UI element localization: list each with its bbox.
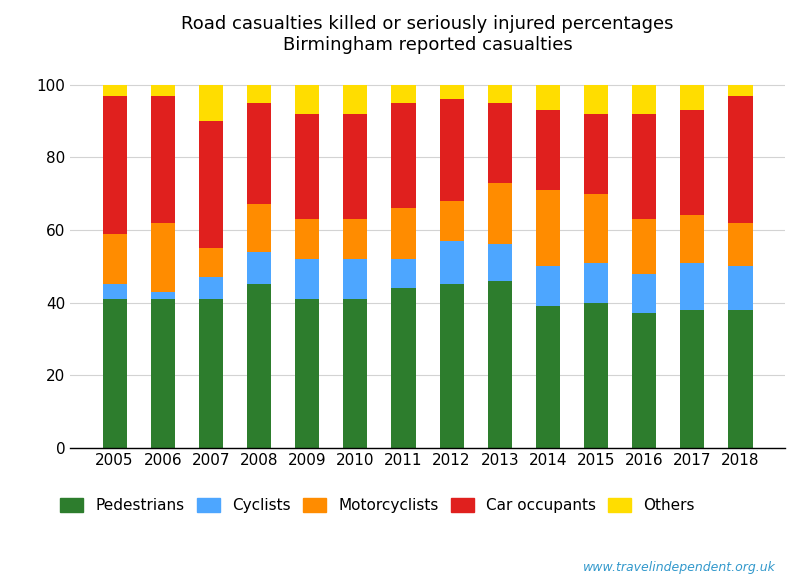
Bar: [584, 85, 608, 114]
Bar: [488, 103, 512, 183]
Bar: [439, 284, 464, 448]
Bar: [536, 266, 560, 306]
Bar: [680, 215, 704, 263]
Bar: [439, 241, 464, 284]
Bar: [584, 194, 608, 263]
Text: www.travelindependent.org.uk: www.travelindependent.org.uk: [583, 561, 776, 574]
Bar: [295, 114, 319, 219]
Bar: [343, 299, 367, 448]
Bar: [391, 85, 415, 103]
Bar: [488, 183, 512, 244]
Bar: [199, 121, 223, 248]
Bar: [343, 85, 367, 114]
Bar: [150, 85, 174, 96]
Bar: [488, 281, 512, 448]
Title: Road casualties killed or seriously injured percentages
Birmingham reported casu: Road casualties killed or seriously inju…: [182, 15, 674, 54]
Bar: [536, 190, 560, 266]
Bar: [102, 96, 126, 234]
Bar: [295, 219, 319, 259]
Bar: [102, 299, 126, 448]
Bar: [247, 85, 271, 103]
Bar: [343, 114, 367, 219]
Bar: [199, 248, 223, 277]
Bar: [632, 85, 656, 114]
Bar: [584, 114, 608, 194]
Bar: [632, 313, 656, 448]
Bar: [536, 85, 560, 110]
Bar: [295, 85, 319, 114]
Bar: [102, 234, 126, 284]
Bar: [391, 208, 415, 259]
Legend: Pedestrians, Cyclists, Motorcyclists, Car occupants, Others: Pedestrians, Cyclists, Motorcyclists, Ca…: [56, 494, 699, 518]
Bar: [199, 85, 223, 121]
Bar: [729, 85, 753, 96]
Bar: [632, 219, 656, 274]
Bar: [391, 259, 415, 288]
Bar: [680, 310, 704, 448]
Bar: [439, 85, 464, 99]
Bar: [199, 277, 223, 299]
Bar: [247, 205, 271, 252]
Bar: [584, 303, 608, 448]
Bar: [536, 306, 560, 448]
Bar: [150, 292, 174, 299]
Bar: [391, 103, 415, 208]
Bar: [536, 110, 560, 190]
Bar: [584, 263, 608, 303]
Bar: [488, 85, 512, 103]
Bar: [439, 99, 464, 201]
Bar: [632, 114, 656, 219]
Bar: [729, 310, 753, 448]
Bar: [150, 96, 174, 223]
Bar: [102, 85, 126, 96]
Bar: [729, 266, 753, 310]
Bar: [680, 110, 704, 215]
Bar: [391, 288, 415, 448]
Bar: [343, 259, 367, 299]
Bar: [199, 299, 223, 448]
Bar: [295, 299, 319, 448]
Bar: [729, 223, 753, 266]
Bar: [680, 85, 704, 110]
Bar: [150, 299, 174, 448]
Bar: [729, 96, 753, 223]
Bar: [247, 103, 271, 205]
Bar: [632, 274, 656, 313]
Bar: [295, 259, 319, 299]
Bar: [247, 252, 271, 284]
Bar: [680, 263, 704, 310]
Bar: [439, 201, 464, 241]
Bar: [102, 284, 126, 299]
Bar: [343, 219, 367, 259]
Bar: [488, 244, 512, 281]
Bar: [247, 284, 271, 448]
Bar: [150, 223, 174, 292]
